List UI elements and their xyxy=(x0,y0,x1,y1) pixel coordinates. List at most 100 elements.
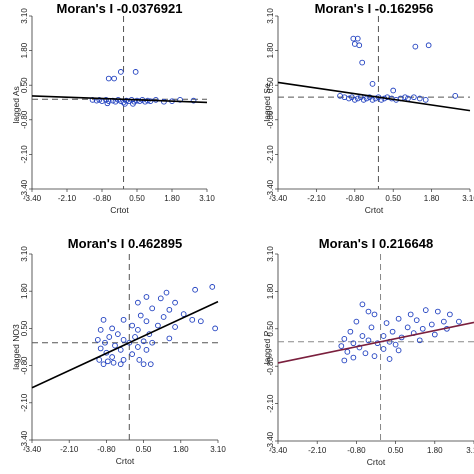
x-tick-label: 1.80 xyxy=(427,446,443,455)
y-tick-label: -3.40 xyxy=(266,431,275,450)
scatter-point xyxy=(123,97,130,104)
y-tick-label: 1.80 xyxy=(266,42,275,58)
scatter-point xyxy=(126,339,133,346)
scatter-point xyxy=(97,345,104,352)
scatter-point xyxy=(143,347,150,353)
x-tick-label: 0.50 xyxy=(385,194,401,203)
scatter-point xyxy=(395,315,402,322)
scatter-point xyxy=(137,312,144,319)
y-tick-label: 0.50 xyxy=(266,77,275,93)
x-tick-label: 0.50 xyxy=(136,445,152,454)
scatter-point xyxy=(166,306,173,313)
scatter-point xyxy=(392,341,399,348)
x-tick-label: 1.80 xyxy=(164,194,180,203)
scatter-point xyxy=(166,335,173,342)
x-tick-label: -3.40 xyxy=(23,194,42,203)
scatter-point xyxy=(404,324,411,331)
scatter-point xyxy=(380,346,387,352)
scatter-point xyxy=(104,358,111,365)
scatter-point xyxy=(422,96,429,103)
x-tick-label: -0.80 xyxy=(97,445,116,454)
scatter-point xyxy=(161,98,167,105)
scatter-point xyxy=(140,338,147,345)
scatter-point xyxy=(412,43,419,50)
y-tick-label: 1.80 xyxy=(20,283,29,299)
scatter-point xyxy=(160,314,167,320)
scatter-point xyxy=(149,305,156,312)
scatter-point xyxy=(112,342,118,349)
scatter-point xyxy=(110,359,117,366)
y-tick-label: 3.10 xyxy=(266,8,275,24)
scatter-point xyxy=(395,347,402,354)
x-tick-label: 3.10 xyxy=(466,446,474,455)
scatter-point xyxy=(338,343,345,349)
y-axis-label: lagged As_ xyxy=(11,81,21,123)
scatter-point xyxy=(419,325,426,332)
scatter-point xyxy=(132,69,139,75)
x-tick-label: -0.80 xyxy=(346,194,365,203)
scatter-point xyxy=(172,324,178,330)
scatter-point xyxy=(428,321,435,328)
scatter-point xyxy=(120,357,127,363)
scatter-point xyxy=(351,96,358,103)
x-tick-label: 1.80 xyxy=(173,445,189,454)
scatter-point xyxy=(122,100,128,107)
x-axis-label: Crtot xyxy=(367,457,386,467)
x-tick-label: -2.10 xyxy=(307,194,326,203)
scatter-point xyxy=(390,87,397,94)
scatter-point xyxy=(129,351,136,358)
scatter-point xyxy=(212,325,218,332)
y-tick-label: -2.10 xyxy=(20,145,29,164)
scatter-point xyxy=(96,96,103,103)
panel-1: Moran's I -0.0376921 -3.40 -2.10 -0.80 0.50 1… xyxy=(11,1,215,215)
scatter-point xyxy=(380,333,387,339)
scatter-point xyxy=(100,361,107,368)
scatter-point xyxy=(354,35,361,42)
scatter-point xyxy=(341,336,348,342)
scatter-point xyxy=(149,339,156,346)
scatter-point xyxy=(135,344,141,350)
scatter-point xyxy=(109,325,115,332)
scatter-point xyxy=(431,331,438,338)
scatter-point xyxy=(359,59,366,66)
scatter-point xyxy=(389,328,396,335)
scatter-point xyxy=(197,318,204,325)
regression-line xyxy=(277,81,471,112)
scatter-point xyxy=(368,324,375,331)
x-tick-label: -2.10 xyxy=(58,194,77,203)
panel-2: Moran's I -0.162956 -3.40 -2.10 -0.80 0.50 1.… xyxy=(262,1,474,215)
y-tick-label: -2.10 xyxy=(266,394,275,413)
y-tick-label: -3.40 xyxy=(20,179,29,198)
x-tick-label: 0.50 xyxy=(129,194,145,203)
scatter-point xyxy=(147,361,154,368)
regression-line xyxy=(31,300,219,389)
panel-title: Moran's I 0.216648 xyxy=(319,236,433,251)
scatter-point xyxy=(155,322,161,329)
scatter-point xyxy=(371,311,378,318)
scatter-point xyxy=(360,96,367,103)
scatter-point xyxy=(407,311,414,318)
y-tick-label: -2.10 xyxy=(20,393,29,412)
scatter-point xyxy=(347,328,354,335)
scatter-point xyxy=(111,75,117,82)
y-tick-label: -0.80 xyxy=(20,110,29,129)
x-tick-label: 1.80 xyxy=(424,194,440,203)
scatter-point xyxy=(136,98,143,105)
scatter-point xyxy=(411,94,417,101)
scatter-point xyxy=(192,286,198,293)
y-tick-label: -3.40 xyxy=(20,430,29,449)
y-tick-label: -0.80 xyxy=(20,356,29,375)
y-tick-label: -3.40 xyxy=(266,179,275,198)
scatter-point xyxy=(405,95,411,102)
scatter-point xyxy=(180,311,187,317)
scatter-point xyxy=(117,69,124,75)
x-tick-label: -2.10 xyxy=(60,445,79,454)
y-axis-label: lagged NO3 xyxy=(11,324,21,370)
y-tick-label: 0.50 xyxy=(20,320,29,336)
x-tick-label: 3.10 xyxy=(462,194,474,203)
scatter-point xyxy=(97,326,104,333)
scatter-point xyxy=(117,361,124,368)
scatter-point xyxy=(346,95,352,102)
panel-3: Moran's I 0.462895 -3.40 -2.10 -0.80 0.50 1.8… xyxy=(11,236,226,466)
